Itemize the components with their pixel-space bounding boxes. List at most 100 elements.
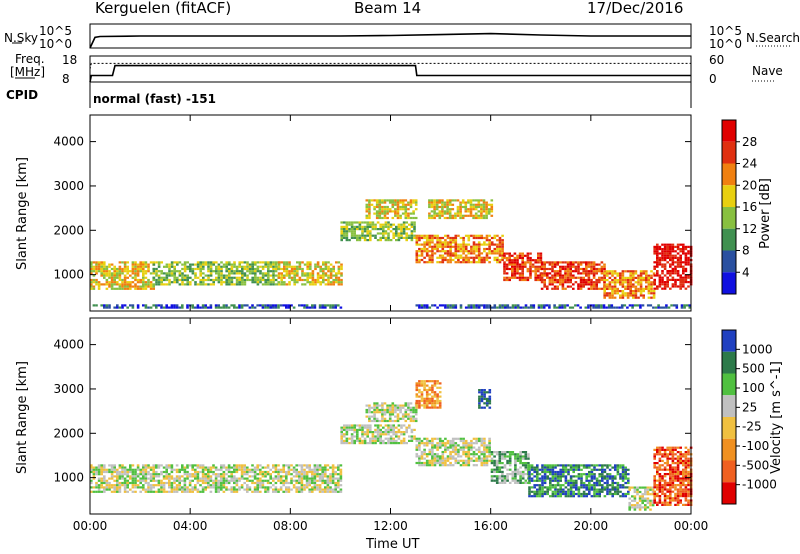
heatmap-cell xyxy=(144,473,148,476)
heatmap-cell xyxy=(384,221,388,224)
heatmap-cell xyxy=(467,258,471,262)
heatmap-cell xyxy=(108,306,111,309)
heatmap-cell xyxy=(363,239,367,242)
heatmap-cell xyxy=(343,439,346,442)
heatmap-cell xyxy=(144,481,148,485)
heatmap-cell xyxy=(498,243,502,246)
heatmap-cell xyxy=(415,448,419,451)
heatmap-cell xyxy=(386,419,389,423)
heatmap-cell xyxy=(395,433,398,436)
heatmap-cell xyxy=(501,473,504,476)
heatmap-cell xyxy=(217,468,220,471)
heatmap-cell xyxy=(543,477,547,480)
heatmap-cell xyxy=(356,435,359,438)
heatmap-cell xyxy=(363,437,367,440)
heatmap-cell xyxy=(621,283,625,286)
heatmap-cell xyxy=(105,281,109,284)
heatmap-cell xyxy=(658,278,662,281)
heatmap-cell xyxy=(634,290,638,293)
heatmap-cell xyxy=(199,479,202,482)
heatmap-cell xyxy=(207,484,210,487)
heatmap-cell xyxy=(272,281,275,284)
heatmap-cell xyxy=(405,228,408,231)
heatmap-cell xyxy=(348,223,351,226)
heatmap-cell xyxy=(508,259,511,262)
heatmap-cell xyxy=(423,402,426,405)
heatmap-cell xyxy=(518,272,522,275)
heatmap-cell xyxy=(256,267,260,271)
heatmap-cell xyxy=(516,481,520,484)
heatmap-cell xyxy=(457,243,460,246)
heatmap-cell xyxy=(350,442,354,445)
heatmap-cell xyxy=(387,223,390,226)
heatmap-cell xyxy=(575,488,578,491)
heatmap-cell xyxy=(361,225,364,228)
heatmap-cell xyxy=(399,214,402,217)
heatmap-cell xyxy=(587,276,591,279)
heatmap-cell xyxy=(459,446,463,449)
heatmap-cell xyxy=(663,250,667,253)
heatmap-cell xyxy=(446,439,450,443)
heatmap-cell xyxy=(165,468,168,471)
heatmap-cell xyxy=(136,304,140,307)
heatmap-cell xyxy=(314,265,317,268)
heatmap-cell xyxy=(603,477,607,480)
heatmap-cell xyxy=(418,399,421,403)
heatmap-cell xyxy=(457,250,460,253)
heatmap-cell xyxy=(401,413,405,416)
heatmap-cell xyxy=(175,488,179,491)
heatmap-cell xyxy=(194,272,197,275)
heatmap-cell xyxy=(188,464,192,467)
heatmap-cell xyxy=(671,261,675,264)
heatmap-cell xyxy=(546,276,549,279)
heatmap-cell xyxy=(556,464,560,467)
heatmap-cell xyxy=(183,484,187,487)
heatmap-cell xyxy=(569,265,572,268)
heatmap-cell xyxy=(225,283,228,286)
heatmap-cell xyxy=(309,281,312,284)
heatmap-cell xyxy=(254,274,257,277)
heatmap-cell xyxy=(230,267,234,271)
heatmap-cell xyxy=(615,306,619,309)
heatmap-cell xyxy=(214,486,218,489)
heatmap-cell xyxy=(321,477,324,480)
heatmap-cell xyxy=(246,276,249,279)
heatmap-cell xyxy=(418,406,421,409)
heatmap-cell xyxy=(181,272,184,275)
heatmap-cell xyxy=(217,276,221,279)
heatmap-cell xyxy=(134,486,137,489)
heatmap-cell xyxy=(272,278,275,282)
heatmap-cell xyxy=(451,437,455,440)
heatmap-cell xyxy=(261,486,265,489)
heatmap-cell xyxy=(160,261,163,264)
heatmap-cell xyxy=(147,265,150,268)
heatmap-cell xyxy=(113,287,116,290)
heatmap-cell xyxy=(626,294,630,297)
heatmap-cell xyxy=(676,261,680,264)
heatmap-cell xyxy=(142,287,145,290)
heatmap-cell xyxy=(472,250,476,253)
heatmap-cell xyxy=(530,473,534,476)
heatmap-cell xyxy=(546,464,549,467)
heatmap-cell xyxy=(676,274,680,277)
heatmap-cell xyxy=(303,473,306,476)
heatmap-cell xyxy=(222,475,226,478)
heatmap-cell xyxy=(165,263,169,266)
heatmap-cell xyxy=(209,479,213,482)
heatmap-cell xyxy=(345,437,349,440)
heatmap-cell xyxy=(225,486,228,489)
heatmap-cell xyxy=(157,475,161,478)
heatmap-cell xyxy=(121,466,124,469)
heatmap-cell xyxy=(418,382,421,385)
heatmap-cell xyxy=(410,239,414,242)
heatmap-cell xyxy=(556,470,560,474)
heatmap-cell xyxy=(165,475,168,478)
heatmap-cell xyxy=(480,243,484,246)
heatmap-cell xyxy=(474,216,478,220)
heatmap-cell xyxy=(343,428,346,431)
heatmap-cell xyxy=(149,484,153,487)
heatmap-cell xyxy=(684,270,688,273)
heatmap-cell xyxy=(669,263,672,266)
heatmap-cell xyxy=(585,475,588,478)
heatmap-cell xyxy=(561,281,565,284)
